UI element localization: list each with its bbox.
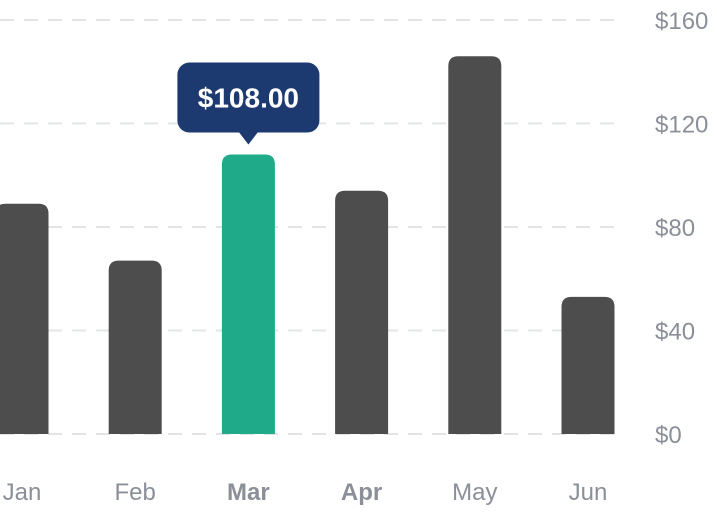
y-tick-label: $120 (655, 112, 708, 139)
x-tick-label: Apr (341, 479, 382, 506)
x-tick-label: Jun (569, 479, 608, 506)
bar-feb (108, 260, 162, 434)
bar-jan (0, 203, 49, 434)
bar-apr (335, 190, 389, 434)
y-tick-label: $40 (655, 319, 695, 346)
tooltip-box (177, 62, 320, 133)
tooltip-value: $108.00 (198, 83, 299, 114)
x-tick-label: Mar (227, 479, 270, 506)
x-tick-label: Feb (115, 479, 156, 506)
bars (0, 56, 615, 435)
gridlines (0, 19, 622, 435)
y-tick-label: $0 (655, 422, 682, 449)
tooltip: $108.00 (177, 62, 320, 145)
y-axis: $0 $40 $80 $120 $160 (655, 8, 708, 449)
bar-jun (561, 296, 615, 434)
bar-may (448, 56, 502, 434)
y-tick-label: $160 (655, 8, 708, 35)
x-tick-label: May (452, 479, 497, 506)
x-tick-label: Jan (3, 479, 42, 506)
tooltip-pointer (238, 131, 259, 145)
bar-mar (221, 154, 275, 435)
x-axis: Jan Feb Mar Apr May Jun (3, 479, 608, 506)
y-tick-label: $80 (655, 215, 695, 242)
